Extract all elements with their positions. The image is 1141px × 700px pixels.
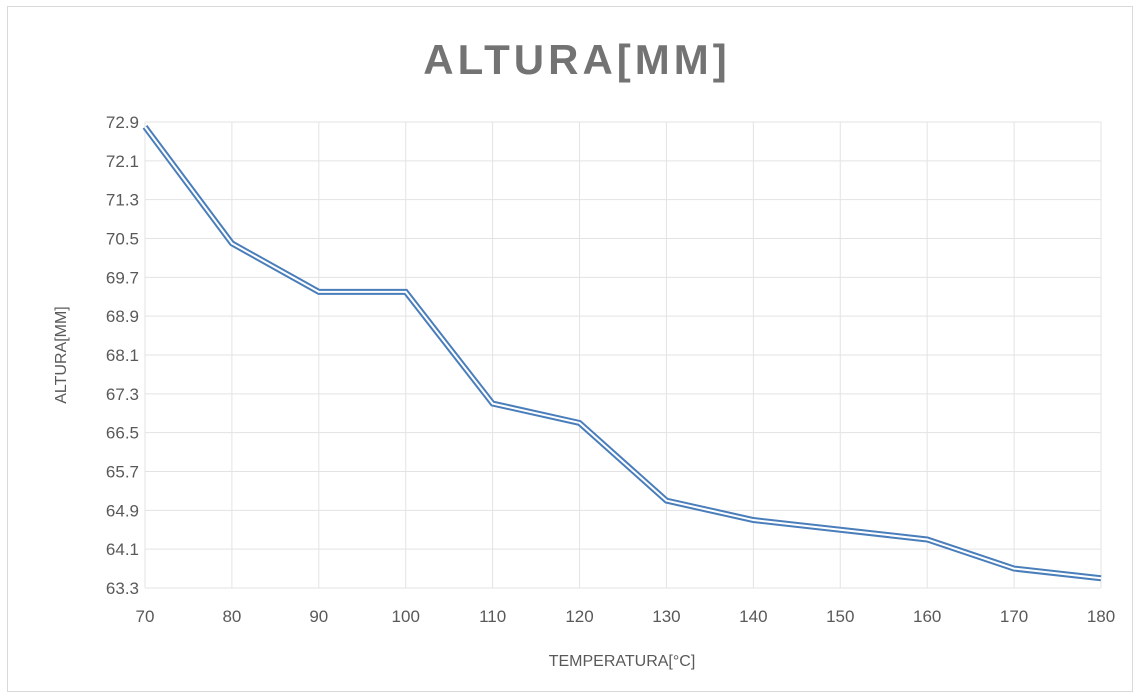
y-tick-label: 67.3 xyxy=(106,385,139,404)
y-tick-label: 68.9 xyxy=(106,307,139,326)
series-line-inner xyxy=(144,126,1102,580)
x-tick-label: 80 xyxy=(222,607,241,626)
x-tick-label: 110 xyxy=(479,607,506,626)
y-tick-label: 66.5 xyxy=(106,424,139,443)
y-tick-label: 64.1 xyxy=(106,540,139,559)
y-tick-label: 71.3 xyxy=(106,191,139,210)
x-tick-label: 70 xyxy=(136,607,155,626)
x-axis-ticks: 70 80 90 100 110 120 130 140 150 160 170 180 xyxy=(136,607,1116,626)
x-tick-label: 120 xyxy=(565,607,593,626)
y-tick-label: 72.9 xyxy=(106,113,139,132)
y-tick-label: 65.7 xyxy=(106,463,139,482)
y-tick-label: 72.1 xyxy=(106,152,139,171)
x-tick-label: 160 xyxy=(913,607,941,626)
x-axis-label: TEMPERATURA[°C] xyxy=(549,653,696,670)
chart-title: ALTURA[MM] xyxy=(423,36,730,83)
x-tick-label: 180 xyxy=(1087,607,1115,626)
y-tick-label: 68.1 xyxy=(106,346,139,365)
y-axis-label: ALTURA[MM] xyxy=(53,306,70,403)
x-tick-label: 90 xyxy=(309,607,328,626)
x-tick-label: 100 xyxy=(392,607,420,626)
x-tick-label: 170 xyxy=(1000,607,1028,626)
y-tick-label: 64.9 xyxy=(106,501,139,520)
chart-frame xyxy=(7,6,1133,692)
grid-layer xyxy=(144,121,1102,589)
y-axis-ticks: 63.3 64.1 64.9 65.7 66.5 67.3 68.1 68.9 69.7 70.5… xyxy=(106,113,139,598)
x-tick-label: 150 xyxy=(826,607,854,626)
y-tick-label: 63.3 xyxy=(106,579,139,598)
x-tick-label: 140 xyxy=(739,607,767,626)
y-tick-label: 70.5 xyxy=(106,230,139,249)
x-tick-label: 130 xyxy=(652,607,680,626)
series-layer xyxy=(142,125,1102,582)
y-tick-label: 69.7 xyxy=(106,268,139,287)
